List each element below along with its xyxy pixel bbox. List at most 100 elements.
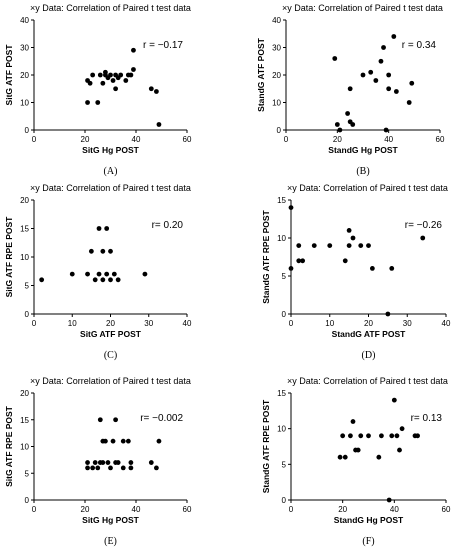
panel-e-data-point xyxy=(154,465,159,471)
panel-c-y-tick-label: 20 xyxy=(20,196,29,205)
panel-e-data-point xyxy=(113,417,118,423)
panel-f-data-point xyxy=(348,433,353,439)
panel-c-r-label: r= 0.20 xyxy=(152,220,184,231)
panel-c-data-point xyxy=(96,226,102,231)
panel-d-data-point xyxy=(296,243,302,249)
panel-c-data-point xyxy=(85,271,90,277)
panel-f-data-point xyxy=(366,433,371,439)
panel-f-data-point xyxy=(389,433,395,439)
panel-c-data-point xyxy=(108,277,113,283)
panel-d-y-tick-label: 5 xyxy=(282,272,287,281)
panel-a-x-tick-label: 40 xyxy=(132,135,141,144)
panel-d-y-tick-label: 0 xyxy=(282,310,287,319)
panel-d-data-point xyxy=(385,311,391,317)
panel-a-data-point xyxy=(87,80,93,86)
panel-d-x-tick-label: 30 xyxy=(403,319,412,328)
panel-d-y-tick-label: 15 xyxy=(277,196,286,205)
panel-e-x-tick-label: 0 xyxy=(32,505,37,514)
panel-f-data-point xyxy=(350,419,356,424)
panel-b-data-point xyxy=(332,56,338,61)
panel-b-data-point xyxy=(381,45,386,50)
panel-b-title: ×y Data: Correlation of Paired t test da… xyxy=(282,3,443,13)
panel-b-data-point xyxy=(373,78,379,83)
panel-c-data-point xyxy=(115,277,121,283)
panel-f-data-point xyxy=(355,447,361,453)
panel-e-data-point xyxy=(125,438,131,444)
panel-e-y-tick-label: 15 xyxy=(20,416,29,425)
panel-b-data-point xyxy=(406,100,412,105)
panel-d-data-point xyxy=(389,266,395,271)
panel-b-y-tick-label: 0 xyxy=(277,126,282,135)
panel-b-data-point xyxy=(386,72,392,78)
panel-a-x-tick-label: 60 xyxy=(183,135,192,144)
panel-a-data-point xyxy=(154,89,159,94)
panel-d-data-point xyxy=(358,243,364,249)
panel-a-data-point xyxy=(108,72,113,78)
panel-a-data-point xyxy=(113,86,118,92)
panel-e-data-point xyxy=(103,438,108,444)
panel-d-y-axis-label: StandG ATF RPE POST xyxy=(261,209,271,303)
panel-c-x-tick-label: 20 xyxy=(106,319,115,328)
panel-a-y-tick-label: 40 xyxy=(20,16,29,25)
panel-b-data-point xyxy=(383,127,389,133)
panel-f-data-point xyxy=(376,454,382,460)
panel-f-x-tick-label: 40 xyxy=(390,505,399,514)
panel-f-y-tick-label: 5 xyxy=(282,460,287,469)
panel-e-x-tick-label: 60 xyxy=(183,505,192,514)
panel-d-x-tick-label: 20 xyxy=(364,319,373,328)
panel-d-x-tick-label: 40 xyxy=(442,319,451,328)
panel-c-data-point xyxy=(69,271,75,277)
panel-b-x-axis-label: StandG Hg POST xyxy=(328,145,398,155)
panel-d-data-point xyxy=(369,266,375,271)
panel-c-data-point xyxy=(96,271,102,277)
panel-b-data-point xyxy=(378,58,384,64)
panel-c-data-point xyxy=(104,271,110,277)
panel-e-data-point xyxy=(85,465,90,471)
panel-d-data-point xyxy=(300,258,306,264)
panel-c-x-axis-label: SitG ATF POST xyxy=(80,329,142,339)
panel-b-data-point xyxy=(360,72,366,78)
panel-a-data-point xyxy=(131,67,136,72)
panel-f-y-axis-label: StandG ATF RPE POST xyxy=(261,399,271,493)
panel-b-y-tick-label: 10 xyxy=(272,99,281,108)
panel-e-data-point xyxy=(113,460,118,465)
panel-d-x-tick-label: 10 xyxy=(325,319,334,328)
panel-b-y-axis-label: StandG ATF POST xyxy=(256,37,266,111)
panel-c-data-point xyxy=(88,248,94,254)
panel-f-x-tick-label: 20 xyxy=(338,505,347,514)
panel-e-y-axis-label: SitG ATF RPE POST xyxy=(4,405,14,487)
panel-e-data-point xyxy=(97,417,103,423)
panel-c-data-point xyxy=(92,277,98,283)
panel-e-r-label: r= −0.002 xyxy=(140,413,183,424)
panel-f-data-point xyxy=(391,397,397,403)
panel-b-data-point xyxy=(347,86,353,92)
panel-e-data-point xyxy=(120,438,126,444)
panel-f-data-point xyxy=(399,426,405,432)
panel-a-data-point xyxy=(110,78,116,83)
panel-a-data-point xyxy=(90,72,96,78)
panel-d-data-point xyxy=(342,258,348,264)
panel-a-data-point xyxy=(103,69,108,75)
panel-a-data-point xyxy=(118,72,124,78)
panel-c-y-axis-label: SitG ATF RPE POST xyxy=(4,216,14,298)
panel-e-data-point xyxy=(128,465,134,471)
panel-c-x-tick-label: 10 xyxy=(68,319,77,328)
panel-a-x-tick-label: 20 xyxy=(81,135,90,144)
panel-b-r-label: r = 0.34 xyxy=(402,40,437,51)
panel-f-x-tick-label: 60 xyxy=(442,505,451,514)
panel-a-data-point xyxy=(123,78,129,83)
panel-e-data-point xyxy=(95,465,101,471)
panel-e-x-axis-label: SitG Hg POST xyxy=(82,515,139,525)
panel-f-title: ×y Data: Correlation of Paired t test da… xyxy=(287,376,448,386)
panel-e-data-point xyxy=(110,438,116,444)
panel-e-x-tick-label: 20 xyxy=(81,505,90,514)
panel-b-data-point xyxy=(386,86,392,92)
panel-a-y-tick-label: 10 xyxy=(20,99,29,108)
panel-f-x-tick-label: 0 xyxy=(289,505,294,514)
panel-b-data-point xyxy=(334,122,340,127)
panel-b-data-point xyxy=(368,69,374,75)
panel-c-title: ×y Data: Correlation of Paired t test da… xyxy=(30,183,191,193)
panel-a-y-tick-label: 30 xyxy=(20,44,29,53)
panel-e-x-tick-label: 40 xyxy=(132,505,141,514)
panel-b-data-point xyxy=(409,80,415,86)
